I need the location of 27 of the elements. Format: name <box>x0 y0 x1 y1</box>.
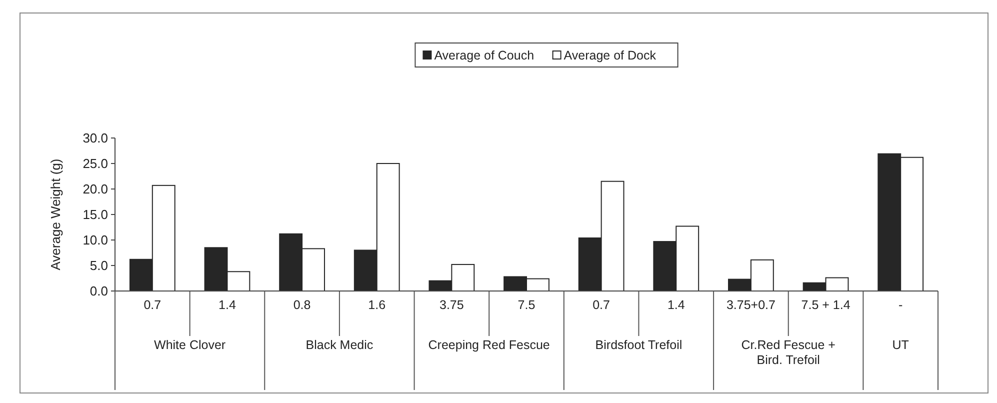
x-tick-label: 0.7 <box>592 298 610 312</box>
y-tick-label: 15.0 <box>82 207 108 222</box>
text: Black Medic <box>306 338 374 352</box>
x-tick-label: 7.5 + 1.4 <box>801 298 850 312</box>
x-tick-label: 0.8 <box>293 298 311 312</box>
y-axis-title: Average Weight (g) <box>48 158 63 270</box>
y-tick-label: 0.0 <box>90 284 108 299</box>
y-tick-label: 10.0 <box>82 232 108 248</box>
y-tick-label: 5.0 <box>90 258 108 274</box>
legend-label: Average of Couch <box>434 48 534 62</box>
text: Creeping Red Fescue <box>428 338 550 352</box>
x-tick-label: 1.6 <box>368 298 386 312</box>
text: Cr.Red Fescue + Bird. Trefoil <box>741 338 836 367</box>
x-tick-label: 0.7 <box>144 298 162 312</box>
text: White Clover <box>154 338 226 352</box>
y-tick-label: 25.0 <box>82 156 108 172</box>
x-tick-label: 1.4 <box>218 298 236 312</box>
y-tick-label: 30.0 <box>82 130 108 146</box>
x-tick-label: 1.4 <box>667 298 685 312</box>
x-tick-label: 3.75 <box>440 298 464 312</box>
y-tick-label: 20.0 <box>82 182 108 197</box>
x-tick-label: 7.5 <box>518 298 536 312</box>
text: UT <box>892 338 910 352</box>
text: Birdsfoot Trefoil <box>595 338 682 352</box>
legend-label: Average of Dock <box>564 48 657 62</box>
x-tick-label: - <box>898 298 903 312</box>
x-tick-label: 3.75+0.7 <box>726 298 776 312</box>
